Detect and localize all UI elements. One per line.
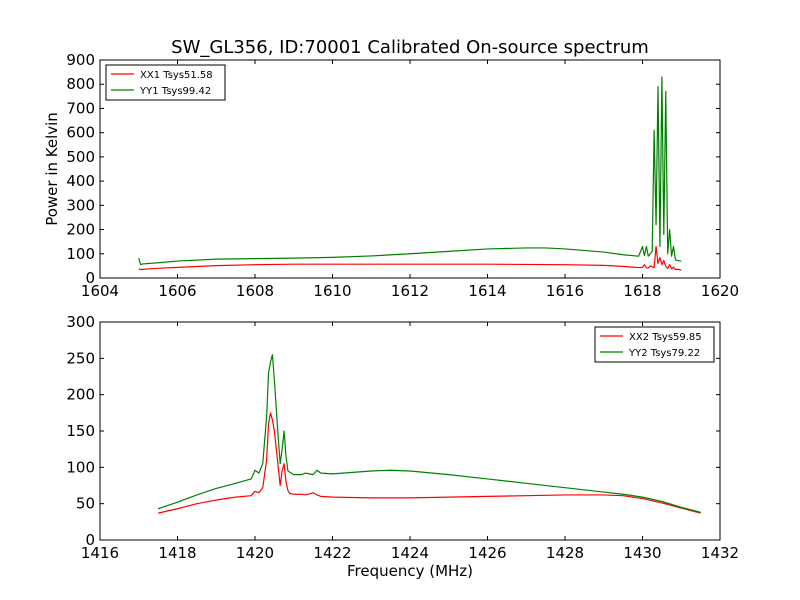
top-x-tick-label: 1606 bbox=[158, 282, 196, 300]
top-y-tick-label: 800 bbox=[66, 75, 95, 93]
top-x-tick-label: 1618 bbox=[623, 282, 661, 300]
legend-label-yy1: YY1 Tsys99.42 bbox=[139, 86, 211, 97]
top-x-tick-label: 1620 bbox=[701, 282, 739, 300]
bottom-legend-box bbox=[594, 326, 715, 363]
bottom-ticks: 1416 1418 1420 1422 1424 1426 1428 1430 1432 0 50 1… bbox=[66, 313, 739, 562]
bottom-x-tick-label: 1422 bbox=[313, 544, 351, 562]
bottom-x-tick-label: 1420 bbox=[236, 544, 274, 562]
top-y-tick-label: 100 bbox=[66, 245, 95, 263]
legend-label-xx1: XX1 Tsys51.58 bbox=[140, 70, 213, 81]
bottom-x-tick-label: 1426 bbox=[468, 544, 506, 562]
bottom-y-tick-label: 200 bbox=[66, 386, 95, 404]
bottom-series-line-1 bbox=[157, 354, 701, 513]
top-x-tick-label: 1616 bbox=[546, 282, 584, 300]
top-y-tick-label: 0 bbox=[85, 269, 95, 287]
top-legend: XX1 Tsys51.58 YY1 Tsys99.42 bbox=[105, 64, 226, 101]
top-legend-box bbox=[105, 64, 226, 101]
bottom-x-tick-label: 1418 bbox=[158, 544, 196, 562]
legend-label-xx2: XX2 Tsys59.85 bbox=[629, 332, 702, 343]
top-series-line-1 bbox=[138, 76, 682, 266]
bottom-y-tick-label: 50 bbox=[76, 495, 95, 513]
bottom-y-tick-label: 100 bbox=[66, 458, 95, 476]
top-y-tick-label: 900 bbox=[66, 51, 95, 69]
top-x-tick-label: 1604 bbox=[81, 282, 119, 300]
top-ticks: 1604 1606 1608 1610 1612 1614 1616 1618 1620 0 100… bbox=[66, 51, 739, 300]
top-y-tick-label: 400 bbox=[66, 172, 95, 190]
top-y-tick-label: 500 bbox=[66, 148, 95, 166]
top-series-group bbox=[138, 76, 682, 271]
bottom-x-tick-label: 1424 bbox=[391, 544, 429, 562]
bottom-series-line-0 bbox=[157, 412, 701, 514]
top-y-tick-label: 200 bbox=[66, 221, 95, 239]
top-x-tick-label: 1614 bbox=[468, 282, 506, 300]
bottom-x-axis-label: Frequency (MHz) bbox=[347, 562, 473, 580]
bottom-panel: 1416 1418 1420 1422 1424 1426 1428 1430 1432 0 50 1… bbox=[66, 313, 739, 580]
top-x-tick-label: 1610 bbox=[313, 282, 351, 300]
top-y-tick-label: 300 bbox=[66, 196, 95, 214]
bottom-x-tick-label: 1430 bbox=[623, 544, 661, 562]
chart-title: SW_GL356, ID:70001 Calibrated On-source … bbox=[171, 37, 649, 58]
bottom-x-tick-label: 1416 bbox=[81, 544, 119, 562]
top-y-tick-label: 600 bbox=[66, 124, 95, 142]
bottom-y-tick-label: 0 bbox=[85, 531, 95, 549]
bottom-x-tick-label: 1432 bbox=[701, 544, 739, 562]
bottom-y-tick-label: 250 bbox=[66, 349, 95, 367]
top-y-tick-label: 700 bbox=[66, 99, 95, 117]
bottom-legend: XX2 Tsys59.85 YY2 Tsys79.22 bbox=[594, 326, 715, 363]
top-x-tick-label: 1612 bbox=[391, 282, 429, 300]
top-series-line-0 bbox=[138, 245, 682, 271]
top-y-axis-label: Power in Kelvin bbox=[43, 112, 61, 226]
legend-label-yy2: YY2 Tsys79.22 bbox=[628, 348, 700, 359]
top-x-tick-label: 1608 bbox=[236, 282, 274, 300]
top-panel: 1604 1606 1608 1610 1612 1614 1616 1618 1620 0 100… bbox=[43, 51, 739, 300]
bottom-y-tick-label: 300 bbox=[66, 313, 95, 331]
bottom-series-group bbox=[157, 354, 701, 514]
bottom-y-tick-label: 150 bbox=[66, 422, 95, 440]
bottom-x-tick-label: 1428 bbox=[546, 544, 584, 562]
